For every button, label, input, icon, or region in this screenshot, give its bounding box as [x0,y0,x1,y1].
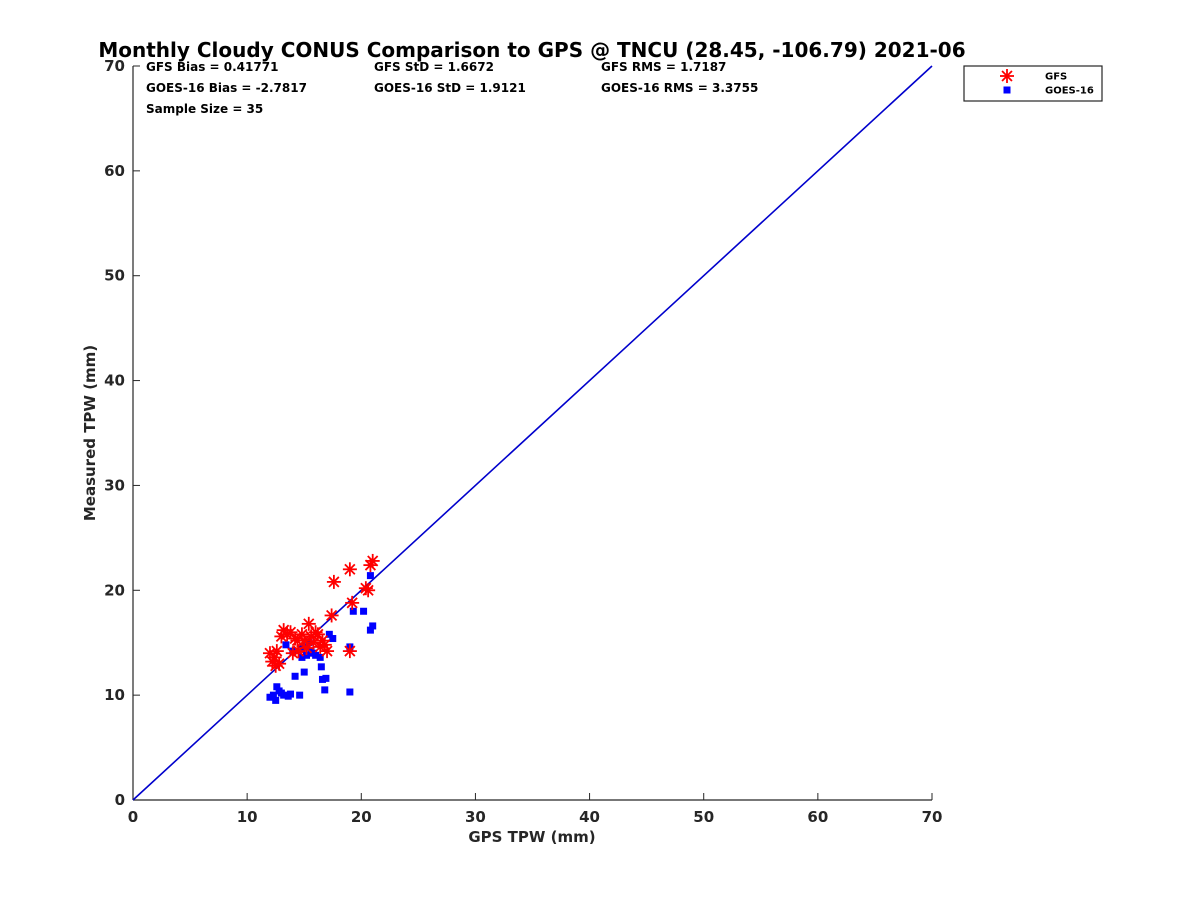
goes-16-point [296,691,304,699]
goes-16-point [366,626,374,634]
y-tick-label: 70 [104,57,125,75]
legend-goes-16-marker [1003,86,1011,94]
reference-line-group [132,65,933,801]
gfs-point [345,595,360,610]
gfs-point [361,583,376,598]
y-tick-label: 40 [104,372,125,390]
y-tick-label: 10 [104,686,125,704]
gfs-point [320,644,335,659]
gfs-std-text: GFS StD = 1.6672 [374,60,494,74]
goes-16-point [366,572,374,580]
legend-goes-16-label: GOES-16 [1045,86,1094,97]
goes-16-point [272,696,280,704]
goes-16-point [309,649,317,657]
goes-std-text: GOES-16 StD = 1.9121 [374,81,526,95]
y-tick-label: 0 [115,791,125,809]
gfs-point [269,644,284,659]
legend: GFS GOES-16 [963,65,1103,102]
x-tick-label: 10 [237,808,258,826]
y-tick-label: 30 [104,476,125,494]
gfs-point [342,644,357,659]
gfs-point [306,635,321,650]
one-to-one-line [132,65,933,801]
goes-16-point [317,663,325,671]
legend-box [963,65,1103,102]
y-axis-label: Measured TPW (mm) [81,345,99,521]
x-tick-label: 30 [465,808,486,826]
gfs-point [290,633,305,648]
axes: 0 10 20 30 40 50 60 70 0 10 20 30 40 50 60 70 [104,57,942,826]
goes-16-point [346,688,354,696]
x-axis-label: GPS TPW (mm) [468,828,595,846]
x-tick-label: 70 [922,808,943,826]
goes-rms-text: GOES-16 RMS = 3.3755 [601,81,758,95]
gfs-point [272,656,287,671]
goes-16-point [349,607,357,615]
y-tick-label: 60 [104,162,125,180]
x-tick-label: 60 [807,808,828,826]
legend-gfs-marker [1000,69,1014,83]
goes-16-point [282,641,290,649]
x-tick-label: 50 [693,808,714,826]
x-tick-label: 20 [351,808,372,826]
chart-title: Monthly Cloudy CONUS Comparison to GPS @… [98,38,965,62]
goes-16-point [302,651,310,659]
goes-16-point [273,683,281,691]
legend-gfs-label: GFS [1045,72,1067,83]
gfs-point [326,574,341,589]
goes-16-point [300,668,308,676]
gfs-point [301,616,316,631]
stats-block: GFS Bias = 0.41771 GFS StD = 1.6672 GFS … [146,60,758,116]
y-tick-label: 50 [104,267,125,285]
goes-16-point [321,686,329,694]
goes-bias-text: GOES-16 Bias = -2.7817 [146,81,307,95]
sample-size-text: Sample Size = 35 [146,102,263,116]
gfs-point [324,608,339,623]
x-tick-label: 40 [579,808,600,826]
gfs-point [317,637,332,652]
y-tick-label: 20 [104,581,125,599]
gfs-point [365,553,380,568]
goes-16-point [298,653,306,661]
gfs-bias-text: GFS Bias = 0.41771 [146,60,278,74]
goes-16-point [280,691,288,699]
goes-16-point [322,674,330,682]
goes-16-point [369,622,377,630]
gfs-point [342,562,357,577]
goes-16-point [360,607,368,615]
x-tick-label: 0 [128,808,138,826]
goes-16-point [287,690,295,698]
goes-16-point [316,653,324,661]
goes-16-point [269,691,277,699]
gfs-point [308,625,323,640]
gfs-rms-text: GFS RMS = 1.7187 [601,60,726,74]
goes-16-point [329,635,337,643]
goes-16-point [325,630,333,638]
data-marks [262,553,380,704]
goes-16-point [291,672,299,680]
